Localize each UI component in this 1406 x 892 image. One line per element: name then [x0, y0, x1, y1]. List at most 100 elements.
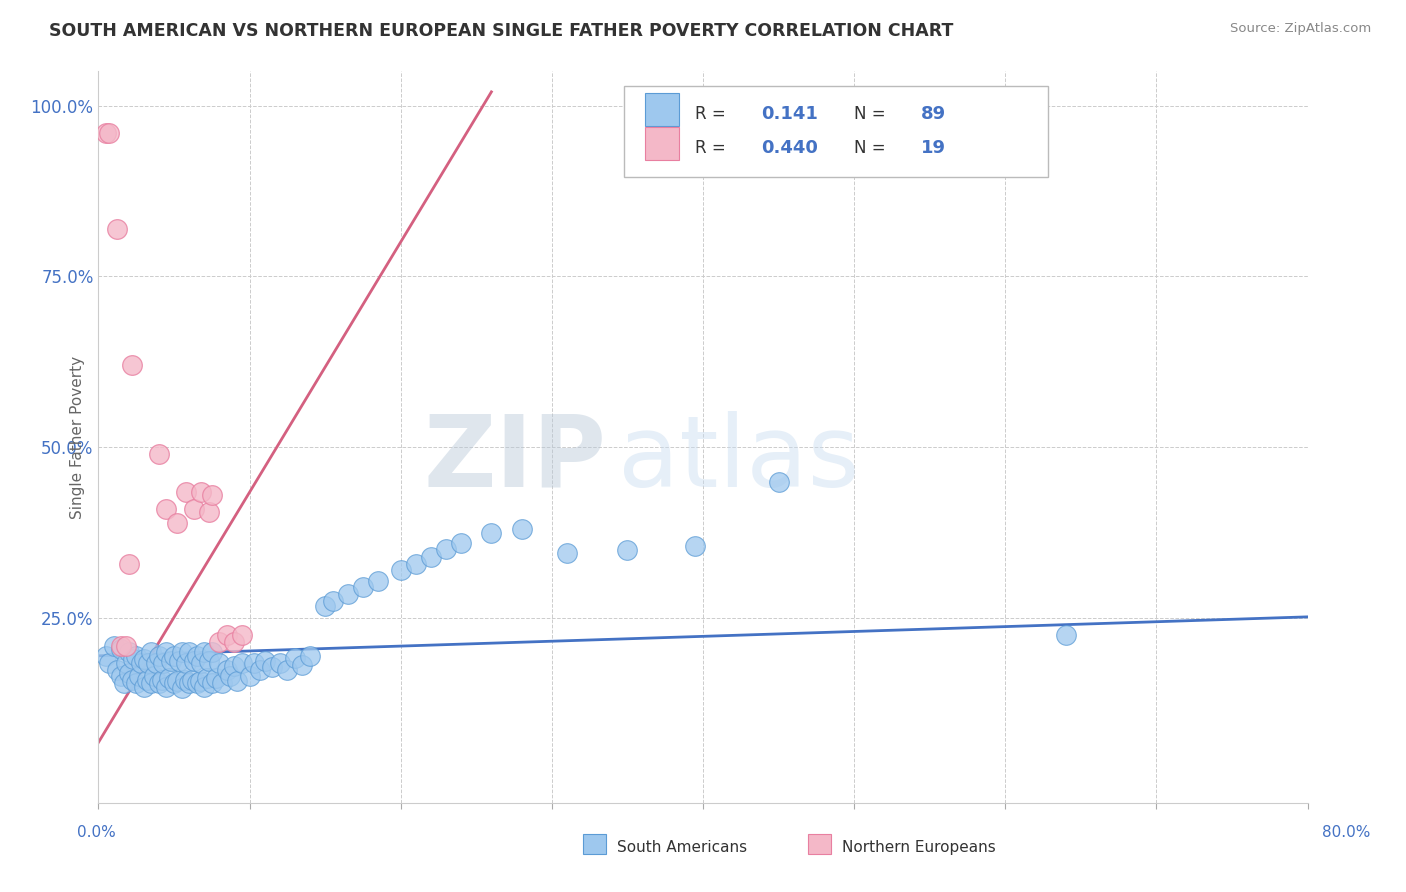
Point	[166, 674, 188, 689]
Point	[122, 652, 145, 666]
Point	[183, 501, 205, 516]
Point	[276, 663, 298, 677]
Point	[215, 628, 238, 642]
Point	[148, 447, 170, 461]
Point	[405, 557, 427, 571]
Text: R =: R =	[695, 104, 731, 123]
Point	[132, 652, 155, 666]
Point	[224, 659, 246, 673]
Point	[190, 656, 212, 670]
Point	[121, 673, 143, 687]
Point	[201, 488, 224, 502]
Point	[239, 669, 262, 683]
Point	[110, 639, 132, 653]
Point	[322, 594, 344, 608]
Point	[188, 674, 211, 689]
Point	[152, 656, 174, 670]
Point	[136, 656, 159, 670]
Text: South Americans: South Americans	[617, 840, 748, 855]
Point	[143, 669, 166, 683]
Text: Source: ZipAtlas.com: Source: ZipAtlas.com	[1230, 22, 1371, 36]
Point	[148, 676, 170, 690]
Text: ZIP: ZIP	[423, 410, 606, 508]
Point	[150, 673, 173, 687]
Point	[186, 676, 208, 690]
FancyBboxPatch shape	[645, 128, 679, 161]
Point	[195, 671, 218, 685]
Point	[179, 645, 201, 659]
Point	[118, 557, 141, 571]
Point	[269, 656, 291, 670]
Point	[105, 221, 128, 235]
Point	[352, 581, 374, 595]
Point	[1054, 628, 1077, 642]
Point	[98, 656, 121, 670]
Point	[314, 599, 336, 613]
Point	[174, 484, 197, 499]
FancyBboxPatch shape	[624, 86, 1047, 178]
Point	[389, 563, 412, 577]
Point	[125, 676, 148, 690]
Point	[231, 656, 253, 670]
Point	[94, 648, 117, 663]
Point	[155, 680, 177, 694]
Point	[224, 635, 246, 649]
Point	[145, 656, 167, 670]
Point	[420, 549, 443, 564]
Point	[481, 525, 503, 540]
Point	[197, 654, 219, 668]
Text: SOUTH AMERICAN VS NORTHERN EUROPEAN SINGLE FATHER POVERTY CORRELATION CHART: SOUTH AMERICAN VS NORTHERN EUROPEAN SING…	[49, 22, 953, 40]
Point	[148, 648, 170, 663]
Point	[174, 656, 197, 670]
Text: 19: 19	[921, 139, 946, 157]
Point	[163, 676, 186, 690]
Text: N =: N =	[855, 104, 891, 123]
Point	[118, 645, 141, 659]
Point	[128, 669, 150, 683]
Point	[98, 126, 121, 140]
Point	[186, 648, 208, 663]
Text: Northern Europeans: Northern Europeans	[842, 840, 995, 855]
Point	[299, 648, 322, 663]
FancyBboxPatch shape	[645, 93, 679, 126]
Point	[193, 645, 215, 659]
Point	[249, 663, 271, 677]
Point	[231, 628, 253, 642]
FancyBboxPatch shape	[583, 834, 606, 854]
Point	[226, 674, 249, 689]
Point	[201, 676, 224, 690]
Point	[155, 645, 177, 659]
Point	[125, 648, 148, 663]
Point	[336, 587, 359, 601]
Point	[114, 656, 136, 670]
Point	[135, 673, 157, 687]
Text: N =: N =	[855, 139, 891, 157]
Point	[114, 639, 136, 653]
Point	[215, 663, 238, 677]
Point	[179, 676, 201, 690]
Point	[166, 516, 188, 530]
Point	[121, 359, 143, 373]
Point	[110, 669, 132, 683]
FancyBboxPatch shape	[808, 834, 831, 854]
Y-axis label: Single Father Poverty: Single Father Poverty	[69, 356, 84, 518]
Point	[243, 656, 266, 670]
Point	[129, 656, 152, 670]
Point	[159, 672, 181, 686]
Point	[208, 656, 231, 670]
Point	[103, 639, 125, 653]
Point	[262, 660, 284, 674]
Point	[141, 645, 163, 659]
Text: 0.440: 0.440	[761, 139, 818, 157]
Point	[219, 669, 242, 683]
Point	[173, 673, 195, 687]
Point	[205, 672, 228, 686]
Point	[616, 542, 638, 557]
Point	[141, 676, 163, 690]
Point	[112, 676, 135, 690]
Point	[291, 657, 314, 672]
Point	[450, 536, 472, 550]
Point	[510, 522, 533, 536]
Text: 89: 89	[921, 104, 946, 123]
Point	[170, 681, 193, 695]
